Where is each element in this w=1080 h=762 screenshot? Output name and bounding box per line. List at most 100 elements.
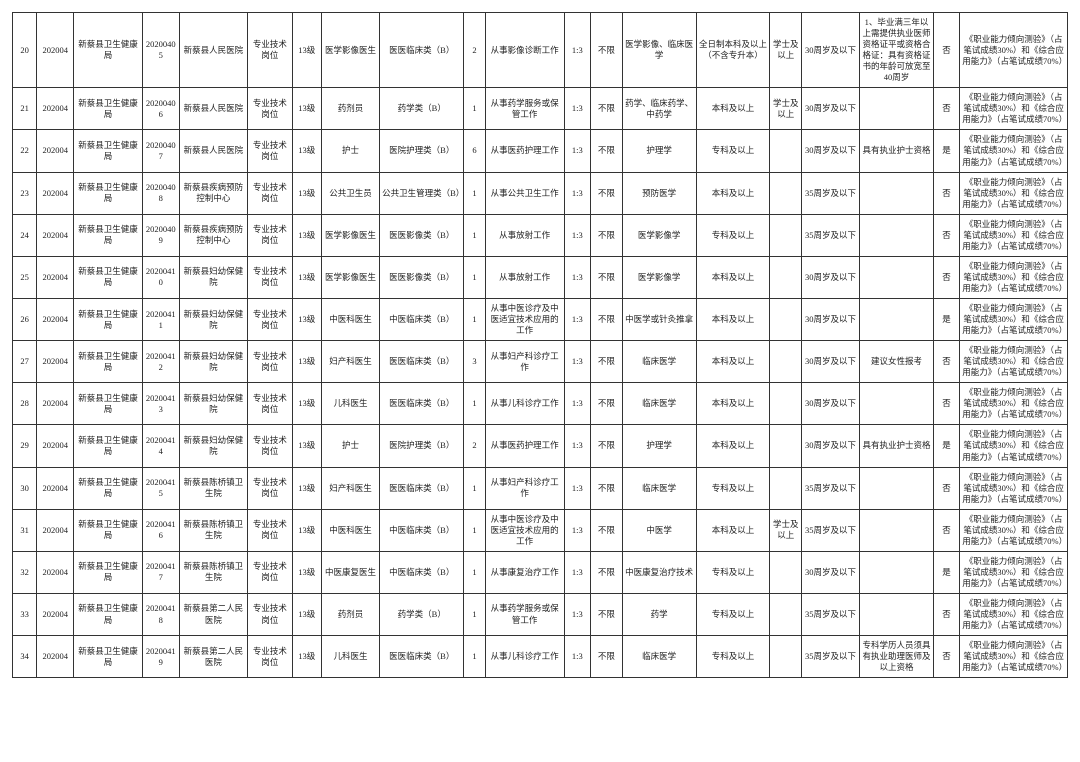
table-cell: 医学影像学 (622, 256, 696, 298)
table-cell: 否 (933, 383, 959, 425)
table-cell: 1:3 (564, 130, 590, 172)
table-cell: 35周岁及以下 (802, 509, 860, 551)
table-cell: 13级 (292, 13, 322, 88)
table-cell: 1:3 (564, 298, 590, 340)
table-cell: 具有执业护士资格 (860, 425, 934, 467)
table-cell: 20200406 (142, 88, 179, 130)
table-cell: 专业技术岗位 (248, 214, 292, 256)
table-cell (770, 593, 802, 635)
table-cell: 202004 (37, 172, 74, 214)
table-cell: 28 (13, 383, 37, 425)
table-cell: 13级 (292, 425, 322, 467)
table-cell: 中医学或针灸推拿 (622, 298, 696, 340)
table-cell: 13级 (292, 214, 322, 256)
table-cell: 1 (464, 298, 485, 340)
table-cell: 202004 (37, 509, 74, 551)
table-cell: 新蔡县妇幼保健院 (179, 383, 248, 425)
table-cell: 是 (933, 298, 959, 340)
table-cell: 专业技术岗位 (248, 509, 292, 551)
table-cell: 202004 (37, 214, 74, 256)
table-cell: 33 (13, 593, 37, 635)
table-cell: 26 (13, 298, 37, 340)
table-row: 25202004新蔡县卫生健康局20200410新蔡县妇幼保健院专业技术岗位13… (13, 256, 1068, 298)
table-cell: 否 (933, 467, 959, 509)
table-cell: 从事医药护理工作 (485, 130, 564, 172)
table-cell: 《职业能力倾向测验》（占笔试成绩30%）和《综合应用能力》（占笔试成绩70%） (960, 593, 1068, 635)
table-cell: 20200419 (142, 636, 179, 678)
table-cell: 不限 (591, 298, 623, 340)
table-cell: 新蔡县卫生健康局 (74, 383, 143, 425)
table-cell: 医院护理类（B） (380, 425, 464, 467)
table-row: 29202004新蔡县卫生健康局20200414新蔡县妇幼保健院专业技术岗位13… (13, 425, 1068, 467)
table-cell: 公共卫生管理类（B） (380, 172, 464, 214)
table-cell: 新蔡县人民医院 (179, 130, 248, 172)
table-cell: 新蔡县卫生健康局 (74, 551, 143, 593)
table-cell: 不限 (591, 636, 623, 678)
table-cell: 专业技术岗位 (248, 172, 292, 214)
table-cell: 药学、临床药学、中药学 (622, 88, 696, 130)
table-cell: 1:3 (564, 425, 590, 467)
table-cell: 从事药学服务或保管工作 (485, 88, 564, 130)
table-cell: 专业技术岗位 (248, 13, 292, 88)
table-cell: 医医临床类（B） (380, 636, 464, 678)
table-cell: 否 (933, 256, 959, 298)
table-cell: 专业技术岗位 (248, 467, 292, 509)
table-cell: 《职业能力倾向测验》（占笔试成绩30%）和《综合应用能力》（占笔试成绩70%） (960, 467, 1068, 509)
table-cell: 21 (13, 88, 37, 130)
table-cell: 《职业能力倾向测验》（占笔试成绩30%）和《综合应用能力》（占笔试成绩70%） (960, 13, 1068, 88)
table-cell: 否 (933, 341, 959, 383)
table-cell: 13级 (292, 593, 322, 635)
table-cell (860, 593, 934, 635)
table-cell: 不限 (591, 551, 623, 593)
table-cell: 202004 (37, 551, 74, 593)
table-cell: 1:3 (564, 13, 590, 88)
table-cell: 新蔡县妇幼保健院 (179, 298, 248, 340)
table-cell: 中医临床类（B） (380, 298, 464, 340)
table-cell: 新蔡县疾病预防控制中心 (179, 214, 248, 256)
table-cell: 不限 (591, 593, 623, 635)
table-row: 34202004新蔡县卫生健康局20200419新蔡县第二人民医院专业技术岗位1… (13, 636, 1068, 678)
table-cell: 儿科医生 (322, 383, 380, 425)
table-cell: 13级 (292, 88, 322, 130)
table-cell: 建议女性报考 (860, 341, 934, 383)
table-cell: 学士及以上 (770, 88, 802, 130)
table-cell: 护士 (322, 130, 380, 172)
table-cell: 妇产科医生 (322, 467, 380, 509)
table-cell: 13级 (292, 172, 322, 214)
table-cell: 30 (13, 467, 37, 509)
table-cell: 25 (13, 256, 37, 298)
table-cell: 临床医学 (622, 341, 696, 383)
table-cell: 不限 (591, 130, 623, 172)
table-cell: 202004 (37, 341, 74, 383)
table-cell: 新蔡县卫生健康局 (74, 130, 143, 172)
table-cell: 35周岁及以下 (802, 593, 860, 635)
table-cell: 1 (464, 256, 485, 298)
table-cell: 从事儿科诊疗工作 (485, 383, 564, 425)
table-cell: 本科及以上 (696, 509, 770, 551)
table-cell: 专业技术岗位 (248, 551, 292, 593)
table-cell (770, 467, 802, 509)
table-cell: 35周岁及以下 (802, 172, 860, 214)
table-cell: 新蔡县人民医院 (179, 88, 248, 130)
table-cell: 中医康复治疗技术 (622, 551, 696, 593)
table-cell: 1:3 (564, 551, 590, 593)
table-cell: 13级 (292, 256, 322, 298)
table-cell (770, 383, 802, 425)
table-cell: 20200417 (142, 551, 179, 593)
table-cell: 1、毕业满三年以上需提供执业医师资格证平或资格合格证：具有资格证书的年龄可放宽至… (860, 13, 934, 88)
table-cell: 新蔡县疾病预防控制中心 (179, 172, 248, 214)
table-cell: 专业技术岗位 (248, 130, 292, 172)
table-cell: 23 (13, 172, 37, 214)
table-cell: 新蔡县妇幼保健院 (179, 425, 248, 467)
table-cell (770, 298, 802, 340)
table-cell: 新蔡县人民医院 (179, 13, 248, 88)
table-cell: 专科学历人员须具有执业助理医师及以上资格 (860, 636, 934, 678)
table-cell: 35周岁及以下 (802, 214, 860, 256)
table-cell: 新蔡县妇幼保健院 (179, 341, 248, 383)
table-cell: 具有执业护士资格 (860, 130, 934, 172)
table-cell: 公共卫生员 (322, 172, 380, 214)
table-cell: 是 (933, 130, 959, 172)
table-cell: 1 (464, 214, 485, 256)
table-cell: 本科及以上 (696, 383, 770, 425)
table-cell: 20200413 (142, 383, 179, 425)
